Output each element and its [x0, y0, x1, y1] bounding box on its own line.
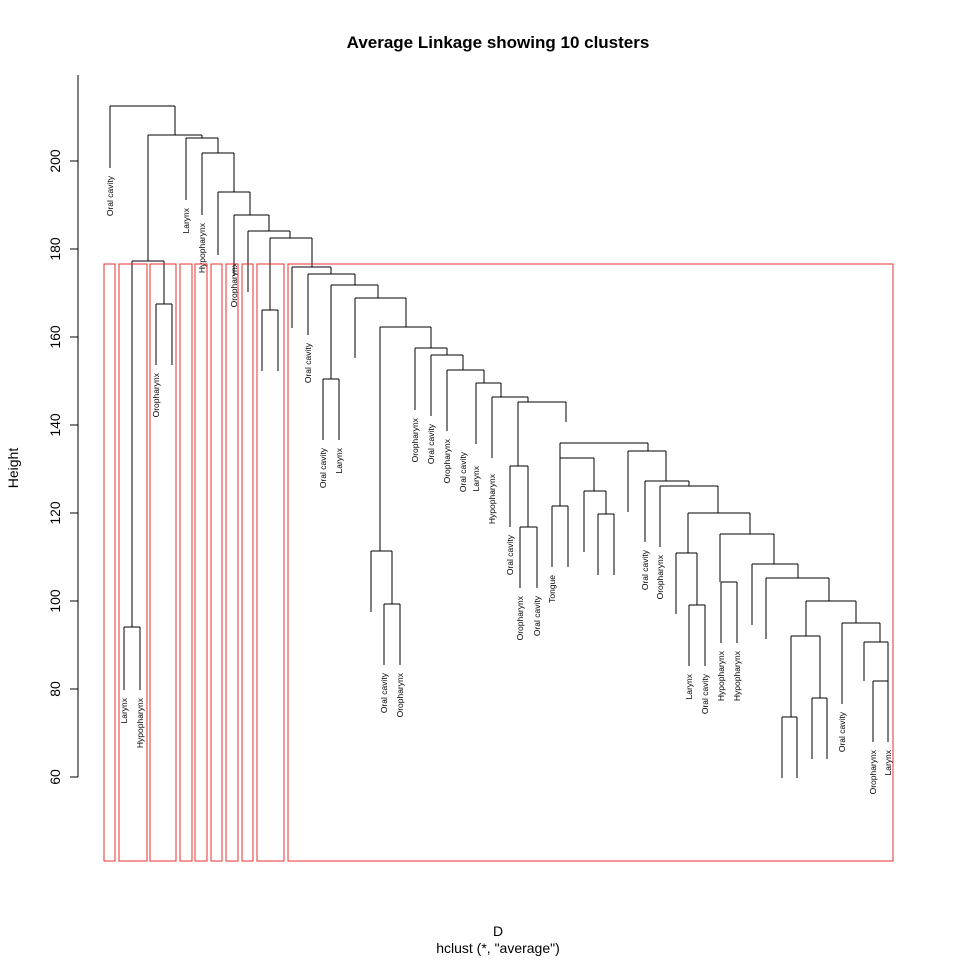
leaf-label: Larynx: [334, 447, 344, 473]
leaf-label: Larynx: [684, 673, 694, 699]
cluster-box: [149, 263, 177, 862]
leaf-label: Oropharynx: [395, 672, 405, 717]
cluster-box: [194, 263, 208, 862]
y-tick-label: 160: [47, 325, 63, 349]
leaf-label: Oral cavity: [640, 549, 650, 590]
leaf-label: Oral cavity: [505, 534, 515, 575]
leaf-label: Tongue: [547, 575, 557, 603]
leaf-label: Oropharynx: [151, 372, 161, 417]
leaf-label: Oral cavity: [303, 342, 313, 383]
y-axis-ticks: 60 80 100 120 140 160 180 200: [47, 149, 78, 785]
leaf-label: Oropharynx: [515, 595, 525, 640]
y-tick-label: 120: [47, 501, 63, 525]
cluster-box: [287, 263, 894, 862]
cluster-box: [118, 263, 148, 862]
cluster-box: [241, 263, 254, 862]
method-subtitle: hclust (*, "average"): [436, 940, 560, 956]
y-tick-label: 180: [47, 237, 63, 261]
cluster-box: [179, 263, 193, 862]
leaf-label: Oral cavity: [379, 672, 389, 713]
y-tick-label: 80: [47, 681, 63, 697]
dendrogram-tree: [109, 105, 889, 778]
leaf-label: Oral cavity: [105, 175, 115, 216]
y-tick-label: 60: [47, 769, 63, 785]
leaf-label: Hypopharynx: [487, 473, 497, 524]
cluster-box: [225, 263, 239, 862]
y-axis-label: Height: [5, 448, 21, 489]
leaf-label: Oral cavity: [318, 447, 328, 488]
leaf-label: Oral cavity: [700, 673, 710, 714]
leaf-label: Oral cavity: [532, 595, 542, 636]
leaf-label: Oral cavity: [458, 451, 468, 492]
x-axis-label: D: [493, 923, 503, 939]
leaf-label: Oropharynx: [229, 262, 239, 307]
cluster-box: [210, 263, 223, 862]
leaf-label: Larynx: [471, 465, 481, 491]
leaf-label: Oropharynx: [868, 749, 878, 794]
leaf-label: Oropharynx: [442, 438, 452, 483]
leaf-label: Larynx: [883, 749, 893, 775]
leaf-label: Oral cavity: [837, 711, 847, 752]
leaf-label: Larynx: [119, 697, 129, 723]
leaf-label: Oropharynx: [655, 554, 665, 599]
cluster-boxes: [103, 263, 894, 862]
leaf-label: Hypopharynx: [197, 222, 207, 273]
leaf-label: Hypopharynx: [732, 650, 742, 701]
y-tick-label: 200: [47, 149, 63, 173]
y-tick-label: 140: [47, 413, 63, 437]
leaf-label: Larynx: [181, 207, 191, 233]
leaf-label: Hypopharynx: [716, 650, 726, 701]
y-tick-label: 100: [47, 589, 63, 613]
chart-title: Average Linkage showing 10 clusters: [347, 33, 650, 52]
leaf-label: Oropharynx: [410, 417, 420, 462]
cluster-box: [103, 263, 116, 862]
leaf-label: Hypopharynx: [135, 697, 145, 748]
leaf-label: Oral cavity: [426, 423, 436, 464]
cluster-box: [256, 263, 285, 862]
